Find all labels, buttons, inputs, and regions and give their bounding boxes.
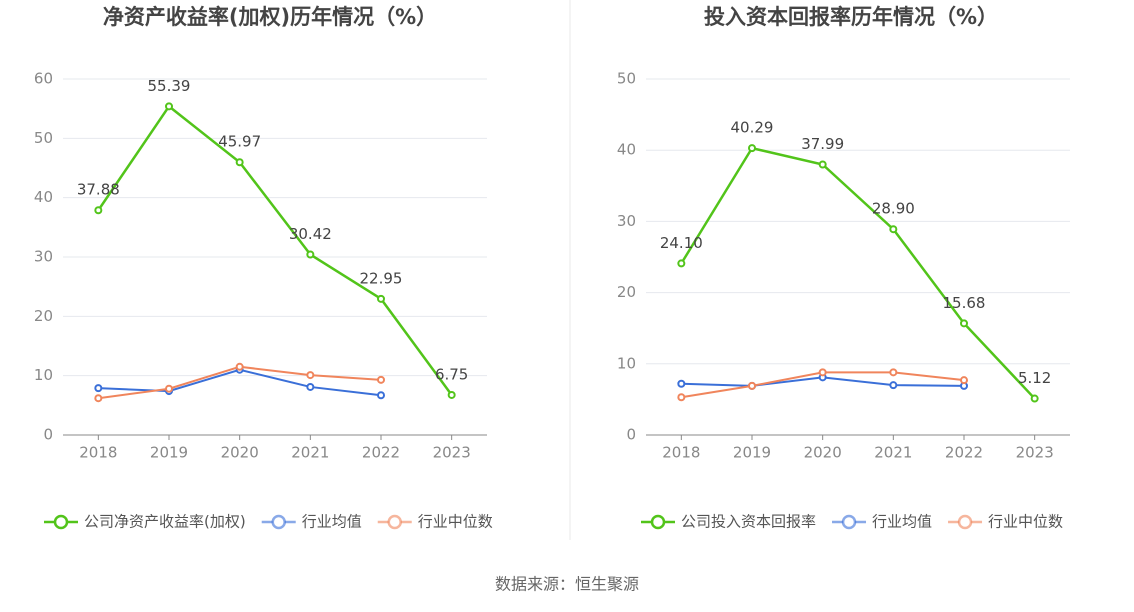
data-point [306,371,315,380]
y-tick-label: 10 [617,354,636,372]
legend-label: 行业中位数 [418,513,493,531]
legend-marker [841,514,857,530]
legend-marker [387,514,402,530]
data-point [748,144,756,153]
y-tick-label: 20 [34,307,53,325]
data-point [677,259,686,268]
legend-label: 行业均值 [302,513,362,531]
data-label: 22.95 [360,269,403,287]
data-label: 40.29 [731,119,774,137]
chart-title: 投入资本回报率历年情况（%） [704,5,998,29]
y-tick-label: 30 [617,212,636,230]
legend-label: 行业中位数 [988,513,1063,531]
data-point [165,384,173,393]
data-label: 30.42 [289,225,332,243]
y-tick-label: 30 [34,248,53,266]
x-tick-label: 2021 [874,444,912,462]
y-tick-label: 0 [43,426,53,444]
series-line [680,146,1036,400]
data-point [889,368,898,377]
legend-label: 公司投入资本回报率 [681,513,816,531]
data-point [748,381,756,390]
data-point [306,382,315,391]
y-tick-label: 20 [617,283,636,301]
data-point [960,376,968,385]
data-label: 37.88 [77,181,120,199]
x-tick-label: 2019 [150,444,188,462]
legend-marker [271,514,286,530]
data-point [818,368,827,377]
y-tick-label: 40 [34,188,53,206]
data-point [94,394,103,403]
data-label: 6.75 [435,365,468,383]
x-tick-label: 2021 [291,444,329,462]
x-tick-label: 2023 [1016,444,1054,462]
x-tick-label: 2023 [433,444,471,462]
data-point [1030,394,1039,403]
data-point [447,390,456,399]
legend-label: 行业均值 [872,513,932,531]
data-point [94,384,103,393]
x-tick-label: 2018 [662,444,700,462]
data-label: 55.39 [148,77,191,95]
data-point [377,375,385,384]
data-point [306,250,315,259]
legend-label: 公司净资产收益率(加权) [84,513,246,531]
y-tick-label: 50 [34,129,53,147]
y-tick-label: 10 [34,366,53,384]
data-point [677,379,686,388]
data-label: 15.68 [943,294,986,312]
y-tick-label: 50 [617,70,636,88]
legend-marker [957,514,973,530]
data-point [235,362,244,371]
x-tick-label: 2022 [362,444,400,462]
data-point [165,102,173,111]
y-tick-label: 40 [617,141,636,159]
chart-title: 净资产收益率(加权)历年情况（%） [103,5,437,29]
series-line [97,104,453,396]
data-label: 37.99 [801,135,844,153]
y-tick-label: 60 [34,70,53,88]
data-point [960,319,968,328]
source-note: 数据来源：恒生聚源 [495,575,639,594]
data-point [889,225,898,234]
legend-marker [53,514,69,530]
data-label: 24.10 [660,234,703,252]
data-label: 5.12 [1018,369,1051,387]
data-point [889,381,898,390]
data-point [94,206,103,215]
data-point [377,391,385,400]
x-tick-label: 2018 [79,444,117,462]
data-point [818,160,827,169]
data-point [677,393,686,402]
x-tick-label: 2020 [221,444,259,462]
x-tick-label: 2020 [804,444,842,462]
data-point [377,294,385,303]
x-tick-label: 2022 [945,444,983,462]
y-tick-label: 0 [626,426,636,444]
data-point [235,158,244,167]
legend-marker [650,514,666,530]
x-tick-label: 2019 [733,444,771,462]
data-label: 28.90 [872,200,915,218]
data-label: 45.97 [218,133,261,151]
